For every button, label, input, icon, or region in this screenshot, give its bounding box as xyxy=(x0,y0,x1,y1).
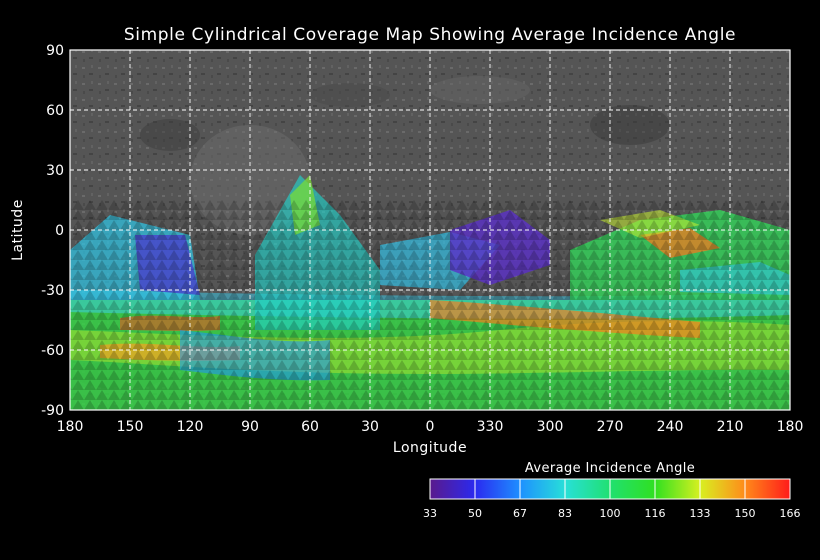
colorbar-segment xyxy=(565,479,611,499)
plot-border xyxy=(69,49,791,411)
y-axis-label: Latitude xyxy=(10,199,26,261)
colorbar-segment xyxy=(700,479,746,499)
longitude-tick-labels: 180 150 120 90 60 30 0 330 300 270 240 210 180 xyxy=(57,419,804,435)
colorbar-tick-label: 150 xyxy=(735,507,756,520)
colorbar-tick-label: 67 xyxy=(513,507,527,520)
longitude-tick-label: 180 xyxy=(57,419,84,435)
colorbar-tick-label: 116 xyxy=(645,507,666,520)
colorbar-segment xyxy=(475,479,521,499)
longitude-tick-label: 270 xyxy=(597,419,624,435)
colorbar-tick-label: 133 xyxy=(690,507,711,520)
colorbar-tick-label: 33 xyxy=(423,507,437,520)
map-grid xyxy=(70,50,790,410)
longitude-tick-label: 240 xyxy=(657,419,684,435)
longitude-tick-label: 60 xyxy=(301,419,319,435)
colorbar-segment xyxy=(655,479,701,499)
longitude-tick-label: 330 xyxy=(477,419,504,435)
longitude-tick-label: 30 xyxy=(361,419,379,435)
map-title: Simple Cylindrical Coverage Map Showing … xyxy=(124,25,736,45)
x-axis-label: Longitude xyxy=(393,440,467,456)
latitude-tick-label: 60 xyxy=(46,103,64,119)
colorbar-segment xyxy=(610,479,656,499)
longitude-tick-label: 0 xyxy=(426,419,435,435)
colorbar-gradient xyxy=(430,479,791,499)
longitude-tick-label: 150 xyxy=(117,419,144,435)
latitude-tick-labels: 90 60 30 0 -30 -60 -90 xyxy=(41,43,64,419)
colorbar-legend: Average Incidence Angle 33 50 67 83 100 116 13… xyxy=(423,461,801,520)
latitude-tick-label: 30 xyxy=(46,163,64,179)
colorbar-tick-label: 166 xyxy=(780,507,801,520)
colorbar-segment xyxy=(430,479,476,499)
latitude-tick-label: -90 xyxy=(41,403,64,419)
longitude-tick-label: 210 xyxy=(717,419,744,435)
colorbar-segment xyxy=(745,479,791,499)
colorbar-tick-label: 100 xyxy=(600,507,621,520)
longitude-tick-label: 120 xyxy=(177,419,204,435)
latitude-tick-label: -30 xyxy=(41,283,64,299)
latitude-tick-label: 0 xyxy=(55,223,64,239)
colorbar-tick-labels: 33 50 67 83 100 116 133 150 166 xyxy=(423,479,801,520)
colorbar-title: Average Incidence Angle xyxy=(525,461,695,476)
latitude-tick-label: 90 xyxy=(46,43,64,59)
colorbar-tick-label: 83 xyxy=(558,507,572,520)
colorbar-segment xyxy=(520,479,566,499)
longitude-tick-label: 90 xyxy=(241,419,259,435)
latitude-tick-label: -60 xyxy=(41,343,64,359)
longitude-tick-label: 180 xyxy=(777,419,804,435)
colorbar-tick-label: 50 xyxy=(468,507,482,520)
longitude-tick-label: 300 xyxy=(537,419,564,435)
